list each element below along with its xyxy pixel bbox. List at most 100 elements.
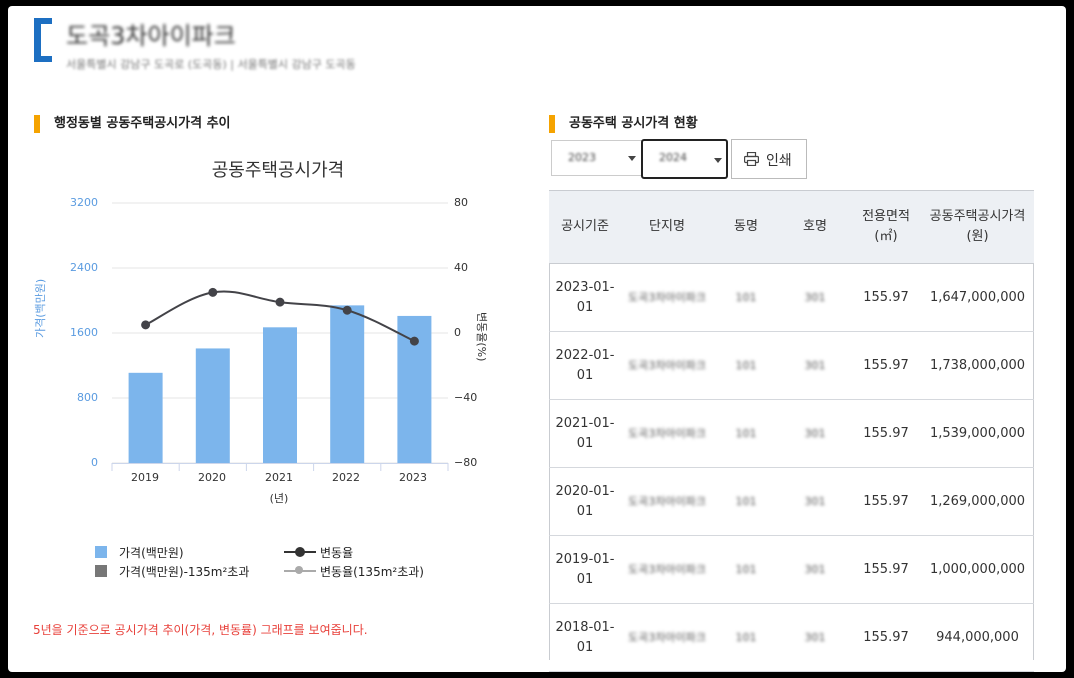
y-tick-label: 800 [77, 391, 98, 404]
chevron-down-icon [628, 156, 636, 161]
y2-tick-label: −80 [454, 456, 478, 469]
print-button[interactable]: 인쇄 [731, 139, 807, 179]
column-header[interactable]: 공시기준 [549, 190, 621, 264]
cell-area: 155.97 [851, 535, 921, 604]
bar-2021 [263, 327, 297, 463]
table-row[interactable]: 2021-01-01 도곡3차아이파크 101 301 155.97 1,539… [549, 399, 1034, 468]
table-section-heading: 공동주택 공시가격 현황 [549, 112, 698, 133]
legend-item-price-over[interactable]: 가격(백만원)-135m²초과 [95, 563, 249, 580]
cell-complex: 도곡3차아이파크 [621, 399, 713, 468]
rate-point-2021 [275, 297, 285, 307]
column-header[interactable]: 호명 [779, 190, 851, 264]
legend-item-rate-over[interactable]: 변동율(135m²초과) [284, 563, 424, 580]
column-header[interactable]: 공동주택공시가격(원) [921, 190, 1034, 264]
cell-complex: 도곡3차아이파크 [621, 467, 713, 536]
cell-price: 1,539,000,000 [921, 399, 1034, 468]
column-header[interactable]: 동명 [713, 190, 779, 264]
table-row[interactable]: 2019-01-01 도곡3차아이파크 101 301 155.97 1,000… [549, 535, 1034, 604]
y-tick-label: 3200 [70, 196, 98, 209]
chart-section-heading: 행정동별 공동주택공시가격 추이 [34, 112, 231, 133]
column-header[interactable]: 단지명 [621, 190, 713, 264]
cell-ho: 301 [779, 535, 851, 604]
column-header[interactable]: 전용면적(㎡) [851, 190, 921, 264]
table-row[interactable]: 2022-01-01 도곡3차아이파크 101 301 155.97 1,738… [549, 331, 1034, 400]
legend-line-icon [284, 546, 316, 558]
legend-label: 변동율(135m²초과) [320, 565, 424, 579]
cell-price: 1,269,000,000 [921, 467, 1034, 536]
year-to-value: 2024 [659, 151, 687, 164]
y2-tick-label: 80 [454, 196, 468, 209]
cell-date: 2020-01-01 [549, 467, 621, 536]
complex-title: 도곡3차아이파크 [66, 22, 236, 50]
cell-complex: 도곡3차아이파크 [621, 263, 713, 332]
legend-label: 가격(백만원)-135m²초과 [119, 565, 250, 579]
legend-item-price[interactable]: 가격(백만원) [95, 544, 184, 561]
cell-price: 944,000,000 [921, 603, 1034, 672]
cell-dong: 101 [713, 399, 779, 468]
y2-tick-label: 40 [454, 261, 468, 274]
cell-area: 155.97 [851, 467, 921, 536]
legend-swatch-bar-icon [95, 565, 107, 577]
cell-ho: 301 [779, 603, 851, 672]
rate-point-2023 [409, 336, 419, 346]
cell-area: 155.97 [851, 603, 921, 672]
cell-date: 2022-01-01 [549, 331, 621, 400]
x-tick-label: 2022 [332, 471, 360, 484]
cell-price: 1,000,000,000 [921, 535, 1034, 604]
chevron-down-icon [714, 158, 722, 163]
y2-axis-title: 변동율(%) [475, 312, 488, 362]
rate-point-2022 [342, 305, 352, 315]
complex-address: 서울특별시 강남구 도곡로 (도곡동) | 서울특별시 강남구 도곡동 [66, 58, 356, 71]
year-from-value: 2023 [568, 151, 596, 164]
cell-date: 2018-01-01 [549, 603, 621, 672]
bar-2020 [195, 348, 230, 463]
cell-dong: 101 [713, 467, 779, 536]
chart-note: 5년을 기준으로 공시가격 추이(가격, 변동률) 그래프를 보여줍니다. [33, 623, 368, 637]
table-row[interactable]: 2018-01-01 도곡3차아이파크 101 301 155.97 944,0… [549, 603, 1034, 672]
x-axis-title: (년) [269, 492, 289, 505]
cell-date: 2021-01-01 [549, 399, 621, 468]
cell-dong: 101 [713, 263, 779, 332]
printer-icon [744, 152, 759, 166]
legend-label: 변동율 [320, 546, 354, 560]
table-row[interactable]: 2023-01-01 도곡3차아이파크 101 301 155.97 1,647… [549, 263, 1034, 332]
y-tick-label: 1600 [70, 326, 98, 339]
cell-complex: 도곡3차아이파크 [621, 535, 713, 604]
cell-price: 1,647,000,000 [921, 263, 1034, 332]
page-frame: 도곡3차아이파크 서울특별시 강남구 도곡로 (도곡동) | 서울특별시 강남구… [8, 6, 1066, 672]
y-tick-label: 0 [91, 456, 98, 469]
cell-complex: 도곡3차아이파크 [621, 603, 713, 672]
legend-swatch-bar-icon [95, 546, 107, 558]
x-tick-label: 2023 [399, 471, 427, 484]
rate-point-2019 [141, 320, 151, 330]
cell-complex: 도곡3차아이파크 [621, 331, 713, 400]
year-to-select[interactable]: 2024 [641, 139, 728, 179]
cell-date: 2019-01-01 [549, 535, 621, 604]
x-tick-label: 2019 [131, 471, 159, 484]
legend-label: 가격(백만원) [119, 546, 184, 560]
y2-tick-label: −40 [454, 391, 478, 404]
complex-logo-icon [34, 18, 52, 62]
price-table: 공시기준 단지명 동명 호명 전용면적(㎡) 공동주택공시가격(원) 2023-… [549, 190, 1034, 672]
cell-price: 1,738,000,000 [921, 331, 1034, 400]
bar-2019 [128, 372, 163, 463]
legend-line-icon [284, 565, 316, 577]
cell-area: 155.97 [851, 263, 921, 332]
price-chart [111, 202, 449, 471]
x-tick-label: 2020 [198, 471, 226, 484]
legend-item-rate[interactable]: 변동율 [284, 544, 353, 561]
cell-dong: 101 [713, 535, 779, 604]
y-axis-title: 가격(백만원) [34, 278, 47, 338]
y2-tick-label: 0 [454, 326, 461, 339]
x-tick-label: 2021 [265, 471, 293, 484]
cell-dong: 101 [713, 331, 779, 400]
cell-ho: 301 [779, 467, 851, 536]
cell-ho: 301 [779, 399, 851, 468]
bar-2022 [330, 305, 365, 463]
section-marker-icon [34, 114, 40, 133]
cell-ho: 301 [779, 263, 851, 332]
cell-dong: 101 [713, 603, 779, 672]
year-from-select[interactable]: 2023 [551, 140, 643, 176]
table-row[interactable]: 2020-01-01 도곡3차아이파크 101 301 155.97 1,269… [549, 467, 1034, 536]
rate-point-2020 [208, 287, 218, 297]
